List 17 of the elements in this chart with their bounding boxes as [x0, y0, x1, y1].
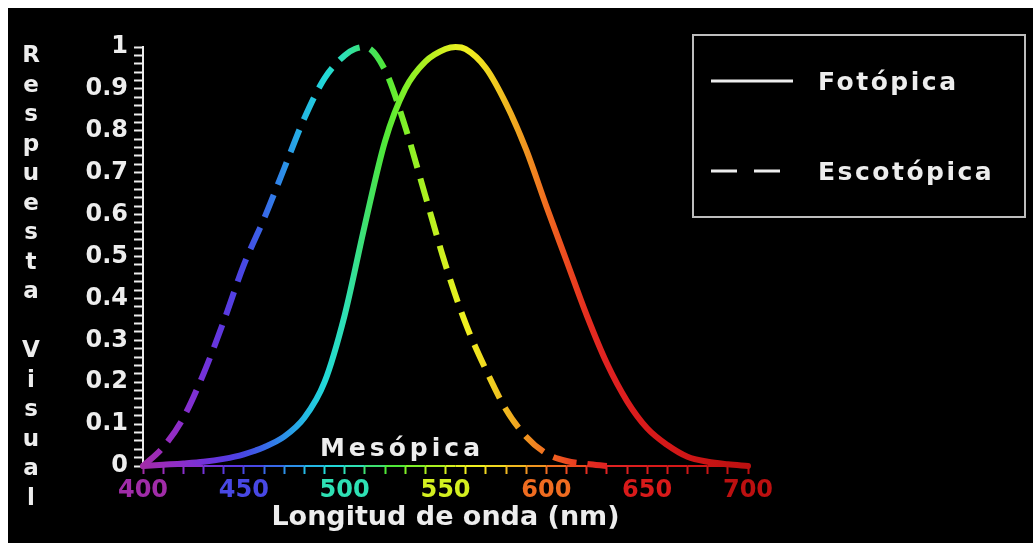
x-tick-label: 700 [722, 474, 774, 503]
x-tick-label: 450 [218, 474, 269, 503]
y-tick-label: 0.9 [85, 73, 128, 102]
y-tick-label: 0.6 [85, 198, 128, 227]
y-tick-label: 0.4 [85, 282, 128, 311]
y-tick-label: 0.8 [85, 115, 128, 144]
y-tick-label: 0.5 [85, 240, 128, 269]
y-tick-label: 0.2 [85, 366, 128, 395]
text: Fotópica [818, 66, 959, 96]
y-tick-label: 1 [111, 31, 128, 60]
y-tick-label: 0.3 [85, 324, 128, 353]
x-tick-label: 650 [622, 474, 673, 503]
y-axis-title: Respuesta Visual [18, 41, 44, 513]
y-tick-label: 0.7 [85, 156, 128, 185]
text: Escotópica [818, 156, 995, 186]
y-tick-label: 0.1 [85, 408, 128, 437]
annotation: Mesópica [319, 432, 485, 462]
